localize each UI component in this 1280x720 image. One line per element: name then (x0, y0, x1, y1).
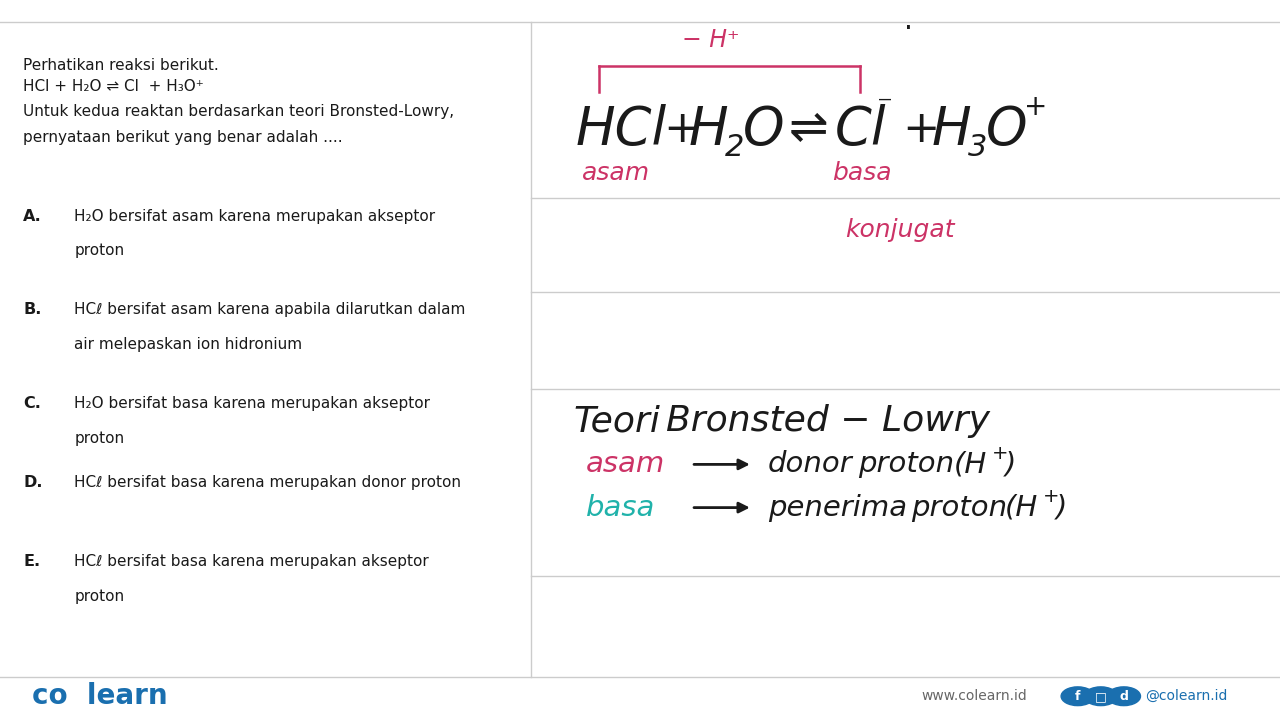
Text: +: + (992, 444, 1009, 463)
Circle shape (1061, 687, 1094, 706)
Text: (H: (H (1005, 494, 1038, 521)
Text: O: O (742, 104, 783, 156)
Text: D.: D. (23, 475, 42, 490)
Text: HCl: HCl (576, 104, 667, 156)
Text: 2: 2 (724, 133, 744, 162)
Text: konjugat: konjugat (845, 218, 955, 243)
Text: ): ) (1056, 494, 1068, 521)
Text: H: H (932, 104, 972, 156)
Text: HCℓ bersifat basa karena merupakan donor proton: HCℓ bersifat basa karena merupakan donor… (74, 475, 461, 490)
Text: d: d (1120, 690, 1128, 703)
Text: − H⁺: − H⁺ (682, 27, 739, 52)
Circle shape (1107, 687, 1140, 706)
Text: 3: 3 (968, 133, 987, 162)
Text: HCl + H₂O ⇌ Cl  + H₃O⁺: HCl + H₂O ⇌ Cl + H₃O⁺ (23, 79, 204, 94)
Text: +: + (1024, 93, 1047, 120)
Text: ⇌: ⇌ (788, 107, 828, 152)
Text: Teori: Teori (573, 404, 660, 438)
Text: □: □ (1094, 690, 1107, 703)
Text: HCℓ bersifat basa karena merupakan akseptor: HCℓ bersifat basa karena merupakan aksep… (74, 554, 429, 570)
Text: air melepaskan ion hidronium: air melepaskan ion hidronium (74, 337, 302, 352)
Circle shape (1084, 687, 1117, 706)
Text: Cl: Cl (835, 104, 886, 156)
Text: proton: proton (74, 589, 124, 604)
Text: basa: basa (586, 494, 655, 521)
Text: proton: proton (74, 243, 124, 258)
Text: www.colearn.id: www.colearn.id (922, 689, 1028, 703)
Text: proton: proton (911, 494, 1007, 521)
Text: co  learn: co learn (32, 683, 168, 710)
Text: Perhatikan reaksi berikut.: Perhatikan reaksi berikut. (23, 58, 219, 73)
Text: donor: donor (768, 451, 852, 478)
Text: proton: proton (74, 431, 124, 446)
Text: asam: asam (586, 451, 666, 478)
Text: A.: A. (23, 209, 42, 224)
Text: asam: asam (582, 161, 650, 185)
Text: H₂O bersifat basa karena merupakan akseptor: H₂O bersifat basa karena merupakan aksep… (74, 396, 430, 411)
Text: E.: E. (23, 554, 40, 570)
Text: (H: (H (954, 451, 987, 478)
Text: +: + (902, 108, 940, 151)
Text: f: f (1075, 690, 1080, 703)
Text: proton: proton (858, 451, 954, 478)
Text: basa: basa (832, 161, 892, 185)
Text: ): ) (1005, 451, 1016, 478)
Text: @colearn.id: @colearn.id (1146, 689, 1228, 703)
Text: HCℓ bersifat asam karena apabila dilarutkan dalam: HCℓ bersifat asam karena apabila dilarut… (74, 302, 466, 318)
Text: Bronsted − Lowry: Bronsted − Lowry (666, 404, 989, 438)
Text: H₂O bersifat asam karena merupakan akseptor: H₂O bersifat asam karena merupakan aksep… (74, 209, 435, 224)
Text: H: H (689, 104, 728, 156)
Text: O: O (986, 104, 1027, 156)
Text: C.: C. (23, 396, 41, 411)
Text: penerima: penerima (768, 494, 908, 521)
Text: +: + (663, 108, 700, 151)
Text: ⁻: ⁻ (877, 92, 893, 121)
Text: +: + (1043, 487, 1060, 506)
Text: ·: · (905, 15, 913, 42)
Text: Untuk kedua reaktan berdasarkan teori Bronsted-Lowry,: Untuk kedua reaktan berdasarkan teori Br… (23, 104, 454, 120)
Text: pernyataan berikut yang benar adalah ....: pernyataan berikut yang benar adalah ...… (23, 130, 343, 145)
Text: B.: B. (23, 302, 41, 318)
